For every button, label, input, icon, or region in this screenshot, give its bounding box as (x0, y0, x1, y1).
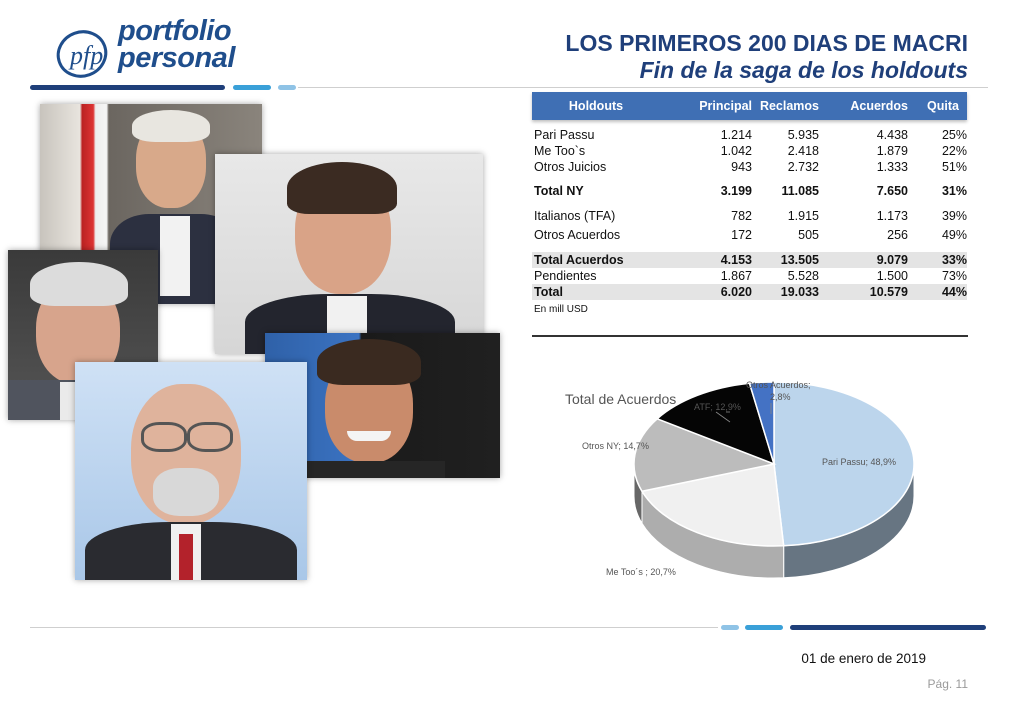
header-reclamos: Reclamos (759, 99, 819, 113)
row-label: Otros Juicios (534, 160, 607, 174)
top-bar-mid (233, 85, 271, 90)
slice-otros-ny (633, 417, 777, 493)
photo-glasses-man (75, 362, 307, 580)
row-label: Total Acuerdos (534, 253, 624, 267)
row-quita: 33% (941, 253, 967, 267)
table-row: Me Too`s 1.042 2.418 1.879 22% (532, 143, 967, 159)
row-reclamos: 5.528 (787, 269, 819, 283)
row-label: Total (534, 285, 563, 299)
slice-pari-passu (773, 381, 915, 547)
pie-chart: Total de Acuerdos Pari Passu; 48,9% Me T… (565, 380, 915, 579)
table-row: Italianos (TFA) 782 1.915 1.173 39% (532, 207, 967, 225)
row-principal: 172 (731, 228, 752, 242)
page-number: Pág. 11 (927, 677, 968, 691)
row-quita: 44% (941, 285, 967, 299)
row-acuerdos: 1.173 (876, 209, 908, 223)
row-principal: 6.020 (720, 285, 752, 299)
row-label: Me Too`s (534, 144, 586, 158)
slice-otros-acuerdos (748, 381, 775, 465)
row-acuerdos: 1.879 (876, 144, 908, 158)
row-reclamos: 5.935 (787, 128, 819, 142)
row-quita: 73% (941, 269, 967, 283)
row-reclamos: 1.915 (787, 209, 819, 223)
bottom-bar-dark (790, 625, 986, 630)
row-acuerdos: 1.500 (876, 269, 908, 283)
row-acuerdos: 10.579 (869, 285, 908, 299)
row-reclamos: 13.505 (780, 253, 819, 267)
table-row: Pendientes 1.867 5.528 1.500 73% (532, 268, 967, 284)
table-row-total: Total 6.020 19.033 10.579 44% (532, 284, 967, 300)
row-reclamos: 11.085 (781, 184, 819, 198)
row-reclamos: 505 (798, 228, 819, 242)
slice-atf (655, 382, 776, 466)
row-quita: 25% (941, 128, 967, 142)
logo-line-1: portfolio (118, 15, 232, 47)
company-logo: pfp (52, 20, 252, 84)
label-atf: ATF; 12,9% (694, 402, 741, 412)
top-divider (298, 87, 988, 88)
row-reclamos: 2.732 (787, 160, 819, 174)
holdouts-table: Holdouts Principal Reclamos Acuerdos Qui… (532, 92, 967, 315)
label-otros-ny: Otros NY; 14,7% (582, 441, 649, 451)
row-acuerdos: 9.079 (876, 253, 908, 267)
header-principal: Principal (699, 99, 752, 113)
header-quita: Quita (927, 99, 959, 113)
logo-monogram: pfp (68, 41, 103, 70)
table-note: En mill USD (534, 304, 588, 315)
row-principal: 1.042 (720, 144, 752, 158)
row-acuerdos: 7.650 (876, 184, 908, 198)
bottom-divider (30, 627, 718, 628)
table-row-total-acuerdos: Total Acuerdos 4.153 13.505 9.079 33% (532, 252, 967, 268)
row-label: Pari Passu (534, 128, 595, 142)
table-row: Pari Passu 1.214 5.935 4.438 25% (532, 127, 967, 143)
header-acuerdos: Acuerdos (850, 99, 908, 113)
header-holdouts: Holdouts (568, 99, 624, 113)
row-label: Otros Acuerdos (534, 228, 621, 242)
bottom-bar-light (721, 625, 739, 630)
row-acuerdos: 1.333 (876, 160, 908, 174)
chart-title: Total de Acuerdos (565, 391, 676, 407)
logo-wordmark: portfolio personal (118, 15, 235, 74)
table-row: Otros Acuerdos 172 505 256 49% (532, 225, 967, 245)
row-quita: 49% (941, 228, 967, 242)
pfp-monogram-icon: pfp (56, 30, 108, 78)
row-principal: 782 (731, 209, 752, 223)
row-acuerdos: 4.438 (876, 128, 908, 142)
row-acuerdos: 256 (887, 228, 908, 242)
label-otros-acuerdos-2: 2,8% (770, 392, 791, 402)
table-row: Otros Juicios 943 2.732 1.333 51% (532, 159, 967, 175)
label-me-toos: Me Too´s ; 20,7% (606, 567, 676, 577)
top-bar-dark (30, 85, 225, 90)
row-principal: 1.867 (720, 269, 752, 283)
row-label: Total NY (534, 184, 584, 198)
row-quita: 22% (941, 144, 967, 158)
table-row-total-ny: Total NY 3.199 11.085 7.650 31% (532, 183, 967, 199)
top-bar-light (278, 85, 296, 90)
row-reclamos: 2.418 (787, 144, 819, 158)
label-pari-passu: Pari Passu; 48,9% (822, 457, 896, 467)
bottom-bar-mid (745, 625, 783, 630)
table-header-row: Holdouts Principal Reclamos Acuerdos Qui… (532, 92, 967, 120)
row-label: Italianos (TFA) (534, 209, 616, 223)
row-quita: 51% (941, 160, 967, 174)
row-label: Pendientes (534, 269, 597, 283)
row-quita: 39% (941, 209, 967, 223)
label-otros-acuerdos-1: Otros Acuerdos; (746, 380, 811, 390)
footer-date: 01 de enero de 2019 (801, 651, 926, 666)
page-subtitle: Fin de la saga de los holdouts (639, 57, 968, 83)
row-quita: 31% (941, 184, 967, 198)
pie-slices (633, 381, 915, 547)
row-principal: 1.214 (720, 128, 752, 142)
leader-line-0 (715, 411, 731, 423)
row-reclamos: 19.033 (780, 285, 819, 299)
row-principal: 3.199 (720, 184, 752, 198)
table-bottom-rule (532, 335, 968, 337)
logo-line-2: personal (118, 42, 235, 74)
page-title: LOS PRIMEROS 200 DIAS DE MACRI (565, 30, 968, 56)
pie-leader-lines (715, 403, 772, 423)
row-principal: 4.153 (720, 253, 752, 267)
row-principal: 943 (731, 160, 752, 174)
photo-man-suit (215, 154, 483, 354)
